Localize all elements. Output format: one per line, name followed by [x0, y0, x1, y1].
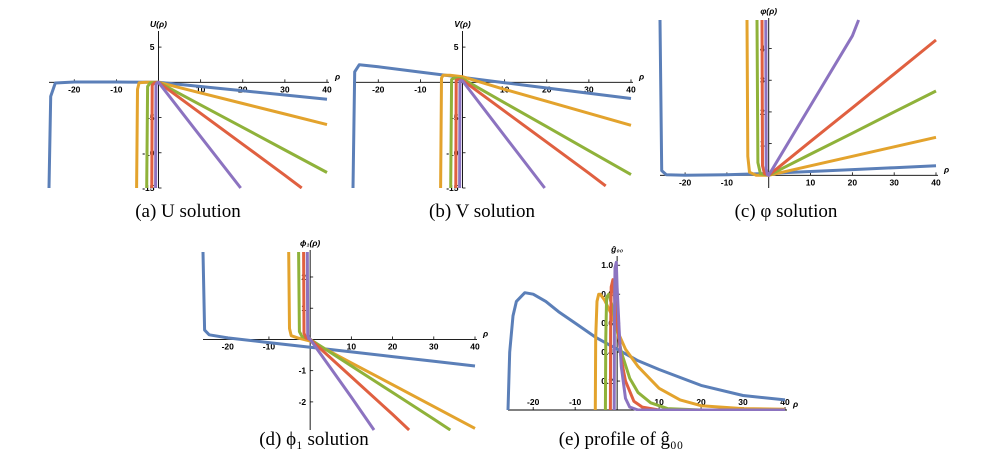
x-tick-label: -10 [263, 341, 276, 351]
y-tick-label: 5 [454, 42, 459, 52]
y-tick-label: 0.4 [601, 347, 613, 357]
x-tick-label: 30 [280, 84, 290, 94]
x-tick-label: 40 [780, 397, 790, 407]
series-line-blue [506, 291, 786, 411]
y-tick-label: -15 [446, 183, 459, 193]
x-axis-label: ρ [792, 399, 798, 409]
panel-caption: (b) V solution [429, 201, 535, 222]
x-axis-label: ρ [638, 71, 644, 81]
panel-caption: (e) profile of ĝ₀₀ [559, 429, 684, 450]
series-line-orange [745, 19, 937, 177]
series-line-orange [287, 251, 476, 430]
y-tick-label: 0.2 [601, 376, 613, 386]
series-line-red [150, 80, 303, 189]
x-tick-label: 40 [626, 84, 636, 94]
x-tick-label: 10 [196, 84, 206, 94]
x-tick-label: 10 [654, 397, 664, 407]
y-tick-label: 5 [150, 42, 155, 52]
y-tick-label: -15 [142, 183, 155, 193]
x-tick-label: 40 [470, 341, 480, 351]
series-line-green [145, 80, 328, 189]
series-line-blue [658, 19, 937, 177]
series-line-red [454, 78, 607, 189]
y-axis-label: V(ρ) [454, 19, 471, 29]
series-line-red [760, 19, 937, 177]
x-tick-label: -20 [679, 177, 692, 187]
x-tick-label: 20 [696, 397, 706, 407]
x-tick-label: 40 [322, 84, 332, 94]
x-tick-label: -10 [110, 84, 123, 94]
panel-caption: (a) U solution [135, 201, 241, 222]
y-tick-label: -10 [446, 148, 459, 158]
x-tick-label: -10 [569, 397, 582, 407]
series-line-purple [154, 80, 242, 189]
series-line-purple [458, 79, 546, 189]
x-tick-label: 30 [738, 397, 748, 407]
x-tick-label: 20 [388, 341, 398, 351]
series-line-green [603, 292, 785, 411]
x-tick-label: 30 [429, 341, 439, 351]
panel-caption: (d) ϕ₁ solution [259, 429, 369, 450]
y-tick-label: -2 [299, 397, 307, 407]
x-tick-label: 10 [347, 341, 357, 351]
chart-panel-a: -20 -10 10 20 30 405-5-10-15U(ρ)ρ(a) U soluti… [47, 19, 340, 222]
series-line-green [755, 19, 937, 177]
chart-panel-b: -20 -10 10 20 30 405-5-10-15V(ρ)ρ(b) V soluti… [351, 19, 644, 222]
y-axis-label: ϕ₁(ρ) [300, 238, 320, 248]
series-line-blue [351, 63, 632, 189]
y-axis-label: ĝ₀₀ [610, 244, 624, 254]
y-axis-label: φ(ρ) [760, 6, 777, 16]
x-tick-label: 10 [806, 177, 816, 187]
x-tick-label: -20 [372, 84, 385, 94]
x-tick-label: -10 [721, 177, 734, 187]
x-axis-label: ρ [334, 71, 340, 81]
series-line-purple [764, 19, 860, 177]
panel-caption: (c) φ solution [735, 201, 838, 222]
x-tick-label: 30 [584, 84, 594, 94]
series-line-green [297, 251, 452, 431]
x-tick-label: -20 [222, 341, 235, 351]
y-tick-label: 1.0 [601, 260, 613, 270]
x-tick-label: 40 [931, 177, 941, 187]
x-tick-label: -20 [527, 397, 540, 407]
y-tick-label: -1 [299, 366, 307, 376]
series-line-blue [201, 251, 476, 368]
series-line-blue [47, 80, 328, 189]
x-axis-label: ρ [943, 164, 949, 174]
series-line-green [449, 76, 632, 189]
series-line-purple [305, 251, 376, 431]
x-tick-label: 20 [848, 177, 858, 187]
series-line-purple [612, 260, 785, 411]
x-tick-label: 30 [889, 177, 899, 187]
series-line-orange [439, 73, 632, 189]
x-axis-label: ρ [482, 328, 488, 338]
x-tick-label: -20 [68, 84, 81, 94]
y-axis-label: U(ρ) [150, 19, 167, 29]
x-tick-label: -10 [414, 84, 427, 94]
